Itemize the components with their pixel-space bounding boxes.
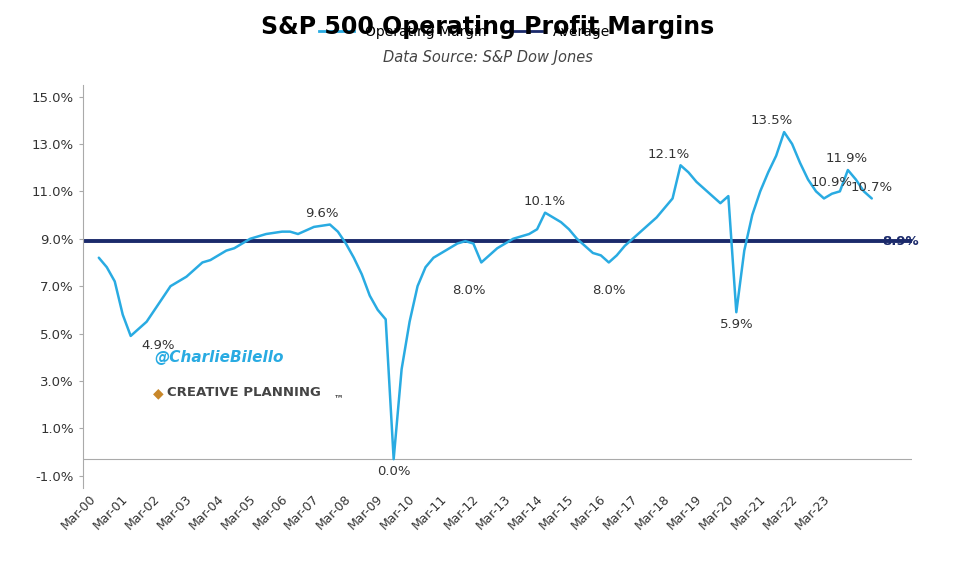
Text: 5.9%: 5.9% [720, 318, 753, 331]
Text: ◆: ◆ [153, 386, 164, 400]
Text: 10.1%: 10.1% [524, 195, 566, 208]
Legend: Operating Margin, Average: Operating Margin, Average [314, 19, 616, 44]
Text: 4.9%: 4.9% [141, 339, 175, 353]
Text: 11.9%: 11.9% [826, 152, 868, 165]
Text: S&P 500 Operating Profit Margins: S&P 500 Operating Profit Margins [261, 15, 714, 39]
Text: 12.1%: 12.1% [647, 148, 689, 161]
Text: ™: ™ [333, 393, 343, 403]
Text: @CharlieBilello: @CharlieBilello [155, 350, 284, 365]
Text: CREATIVE PLANNING: CREATIVE PLANNING [167, 387, 321, 399]
Text: Data Source: S&P Dow Jones: Data Source: S&P Dow Jones [382, 50, 593, 65]
Text: 9.6%: 9.6% [305, 207, 338, 220]
Text: 10.9%: 10.9% [811, 176, 853, 189]
Text: 10.7%: 10.7% [851, 180, 893, 194]
Text: 8.0%: 8.0% [452, 284, 487, 297]
Text: 8.0%: 8.0% [592, 284, 626, 297]
Text: 13.5%: 13.5% [751, 114, 794, 127]
Text: 0.0%: 0.0% [377, 465, 410, 478]
Text: 8.9%: 8.9% [882, 235, 918, 248]
